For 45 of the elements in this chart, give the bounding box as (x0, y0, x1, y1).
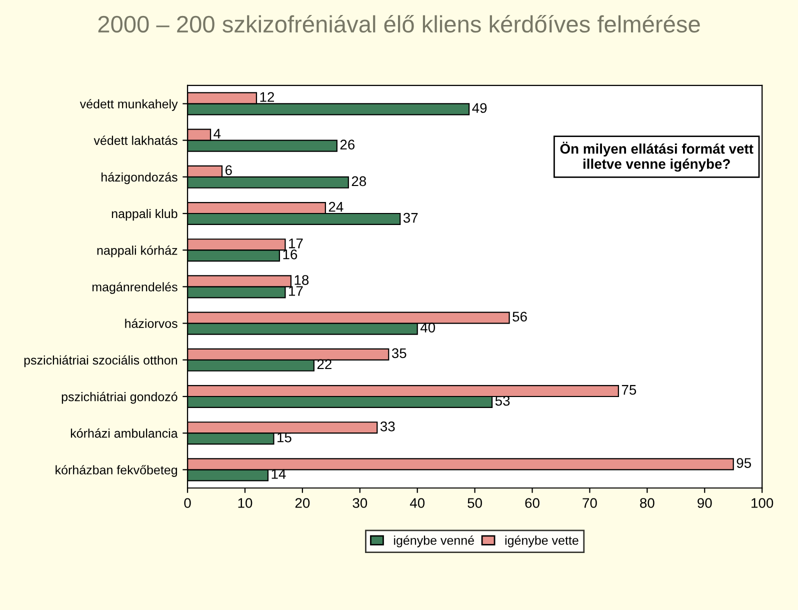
data-label: 24 (328, 202, 344, 212)
y-tick-label: házigondozás (102, 172, 178, 184)
y-tick-label: nappali klub (112, 208, 178, 221)
x-tick-label: 90 (698, 498, 712, 508)
data-label: 40 (420, 322, 436, 333)
y-tick-label: magánrendelés (92, 282, 178, 294)
data-label: 17 (289, 238, 303, 248)
data-label: 16 (283, 249, 298, 260)
y-tick-label: háziorvos (125, 318, 178, 328)
x-tick-label: 70 (582, 498, 597, 508)
data-label: 17 (289, 286, 303, 296)
x-tick-label: 60 (525, 498, 540, 508)
y-tick-label: nappali kórház (97, 245, 178, 258)
y-tick-label: pszichiátriai szociális otthon (24, 355, 178, 368)
legend-label: igénybe venné (394, 535, 474, 548)
x-tick-label: 10 (238, 498, 252, 508)
x-tick-label: 80 (640, 498, 654, 508)
data-label: 26 (340, 140, 355, 150)
x-tick-label: 100 (752, 498, 774, 508)
data-label: 35 (392, 348, 406, 358)
y-tick-label: pszichiátriai gondozó (62, 392, 178, 404)
y-tick-label: védett lakhatás (94, 136, 178, 145)
data-label: 12 (260, 92, 274, 102)
x-tick-label: 40 (410, 498, 425, 508)
y-tick-label: védett munkahely (80, 99, 178, 111)
data-label: 28 (352, 176, 366, 186)
data-label: 14 (272, 469, 286, 479)
data-label: 49 (472, 103, 487, 113)
x-tick-label: 30 (352, 498, 368, 508)
data-label: 37 (403, 212, 418, 223)
data-label: 6 (225, 165, 232, 176)
x-tick-label: 50 (468, 498, 482, 508)
chart-title: 2000 – 200 szkizofréniával élő kliens kérdőíves felmérése (98, 14, 700, 33)
data-label: 33 (380, 422, 395, 432)
data-label: 18 (294, 275, 309, 285)
legend-label: igénybe vette (505, 535, 578, 548)
x-tick-label: 20 (295, 498, 310, 508)
x-tick-label: 0 (184, 498, 191, 508)
data-label: 4 (214, 128, 221, 138)
data-label: 75 (622, 385, 636, 395)
data-label: 95 (736, 458, 752, 468)
annotation: Ön milyen ellátási formát vett illetve venne igénybe? (560, 142, 754, 172)
y-tick-label: kórházban fekvőbeteg (56, 465, 178, 477)
y-tick-label: kórházi ambulancia (70, 428, 178, 438)
data-label: 56 (512, 312, 527, 322)
